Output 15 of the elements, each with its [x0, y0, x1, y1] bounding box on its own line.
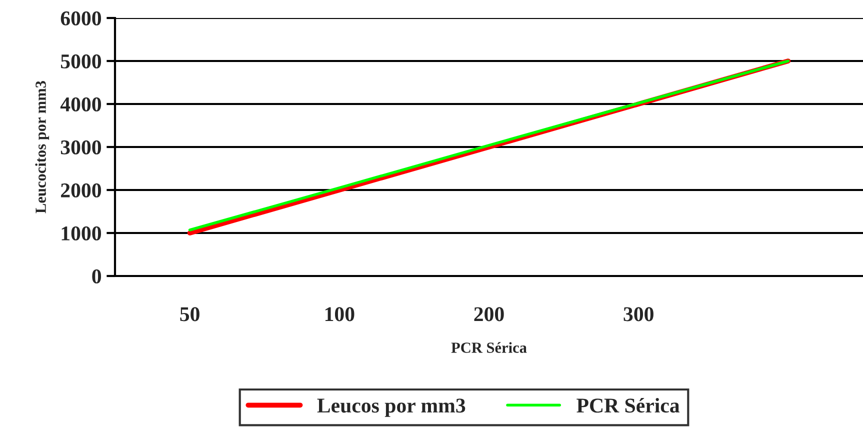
legend-label: Leucos por mm3 — [317, 398, 466, 417]
x-tick-label: 300 — [624, 307, 654, 322]
y-tick-label: 2000 — [61, 183, 102, 198]
x-tick-label: 100 — [325, 307, 354, 322]
legend-label: PCR Sérica — [576, 398, 680, 413]
y-tick-label: 6000 — [60, 11, 102, 26]
y-tick-label: 4000 — [60, 97, 102, 112]
y-axis-title: Leucocitos por mm3 — [35, 81, 50, 214]
x-tick-label: 200 — [474, 307, 504, 322]
y-tick-label: 0 — [92, 269, 102, 284]
y-tick-label: 3000 — [60, 140, 102, 154]
x-axis-title: PCR Sérica — [451, 342, 527, 353]
y-tick-label: 1000 — [62, 226, 102, 240]
x-tick-label: 50 — [180, 307, 200, 322]
y-tick-label: 5000 — [60, 54, 102, 68]
